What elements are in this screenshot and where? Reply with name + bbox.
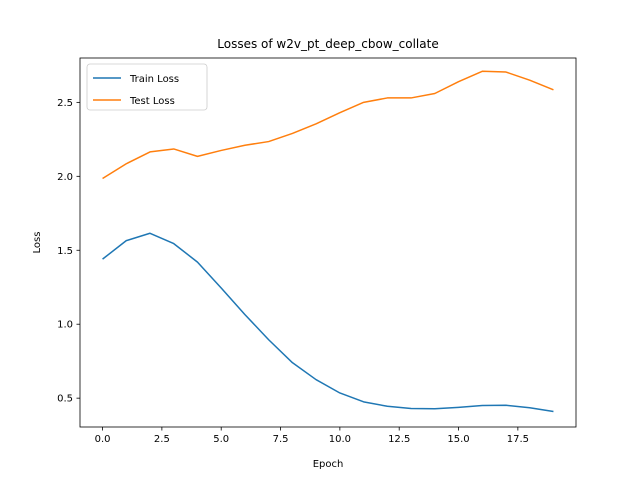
y-tick-label: 2.0	[57, 172, 73, 183]
series-lines	[102, 70, 554, 413]
x-tick-label: 7.5	[273, 434, 289, 445]
x-tick-label: 15.0	[447, 434, 469, 445]
x-axis-ticks: 0.0 2.5 5.0 7.5 10.0 12.5 15.0 17.5	[95, 427, 529, 445]
x-tick-label: 12.5	[388, 434, 410, 445]
x-tick-label: 2.5	[154, 434, 170, 445]
y-axis-label: Loss	[32, 232, 43, 254]
x-tick-label: 17.5	[507, 434, 529, 445]
x-tick-label: 10.0	[329, 434, 351, 445]
plot-frame	[79, 57, 577, 428]
y-tick-label: 1.0	[57, 320, 73, 331]
y-axis-ticks: 0.5 1.0 1.5 2.0 2.5	[57, 98, 80, 405]
x-axis-label: Epoch	[313, 459, 344, 470]
y-tick-label: 2.5	[57, 98, 73, 109]
x-tick-label: 0.0	[95, 434, 111, 445]
x-tick-label: 5.0	[213, 434, 229, 445]
chart-title: Losses of w2v_pt_deep_cbow_collate	[217, 37, 438, 51]
test-loss-line	[102, 70, 554, 180]
legend-label-train-loss: Train Loss	[129, 74, 179, 85]
legend-box	[86, 63, 208, 111]
legend-label-test-loss: Test Loss	[129, 96, 175, 107]
legend: Train Loss Test Loss	[86, 63, 208, 111]
train-loss-line	[102, 232, 554, 413]
y-tick-label: 0.5	[57, 394, 73, 405]
y-tick-label: 1.5	[57, 246, 73, 257]
